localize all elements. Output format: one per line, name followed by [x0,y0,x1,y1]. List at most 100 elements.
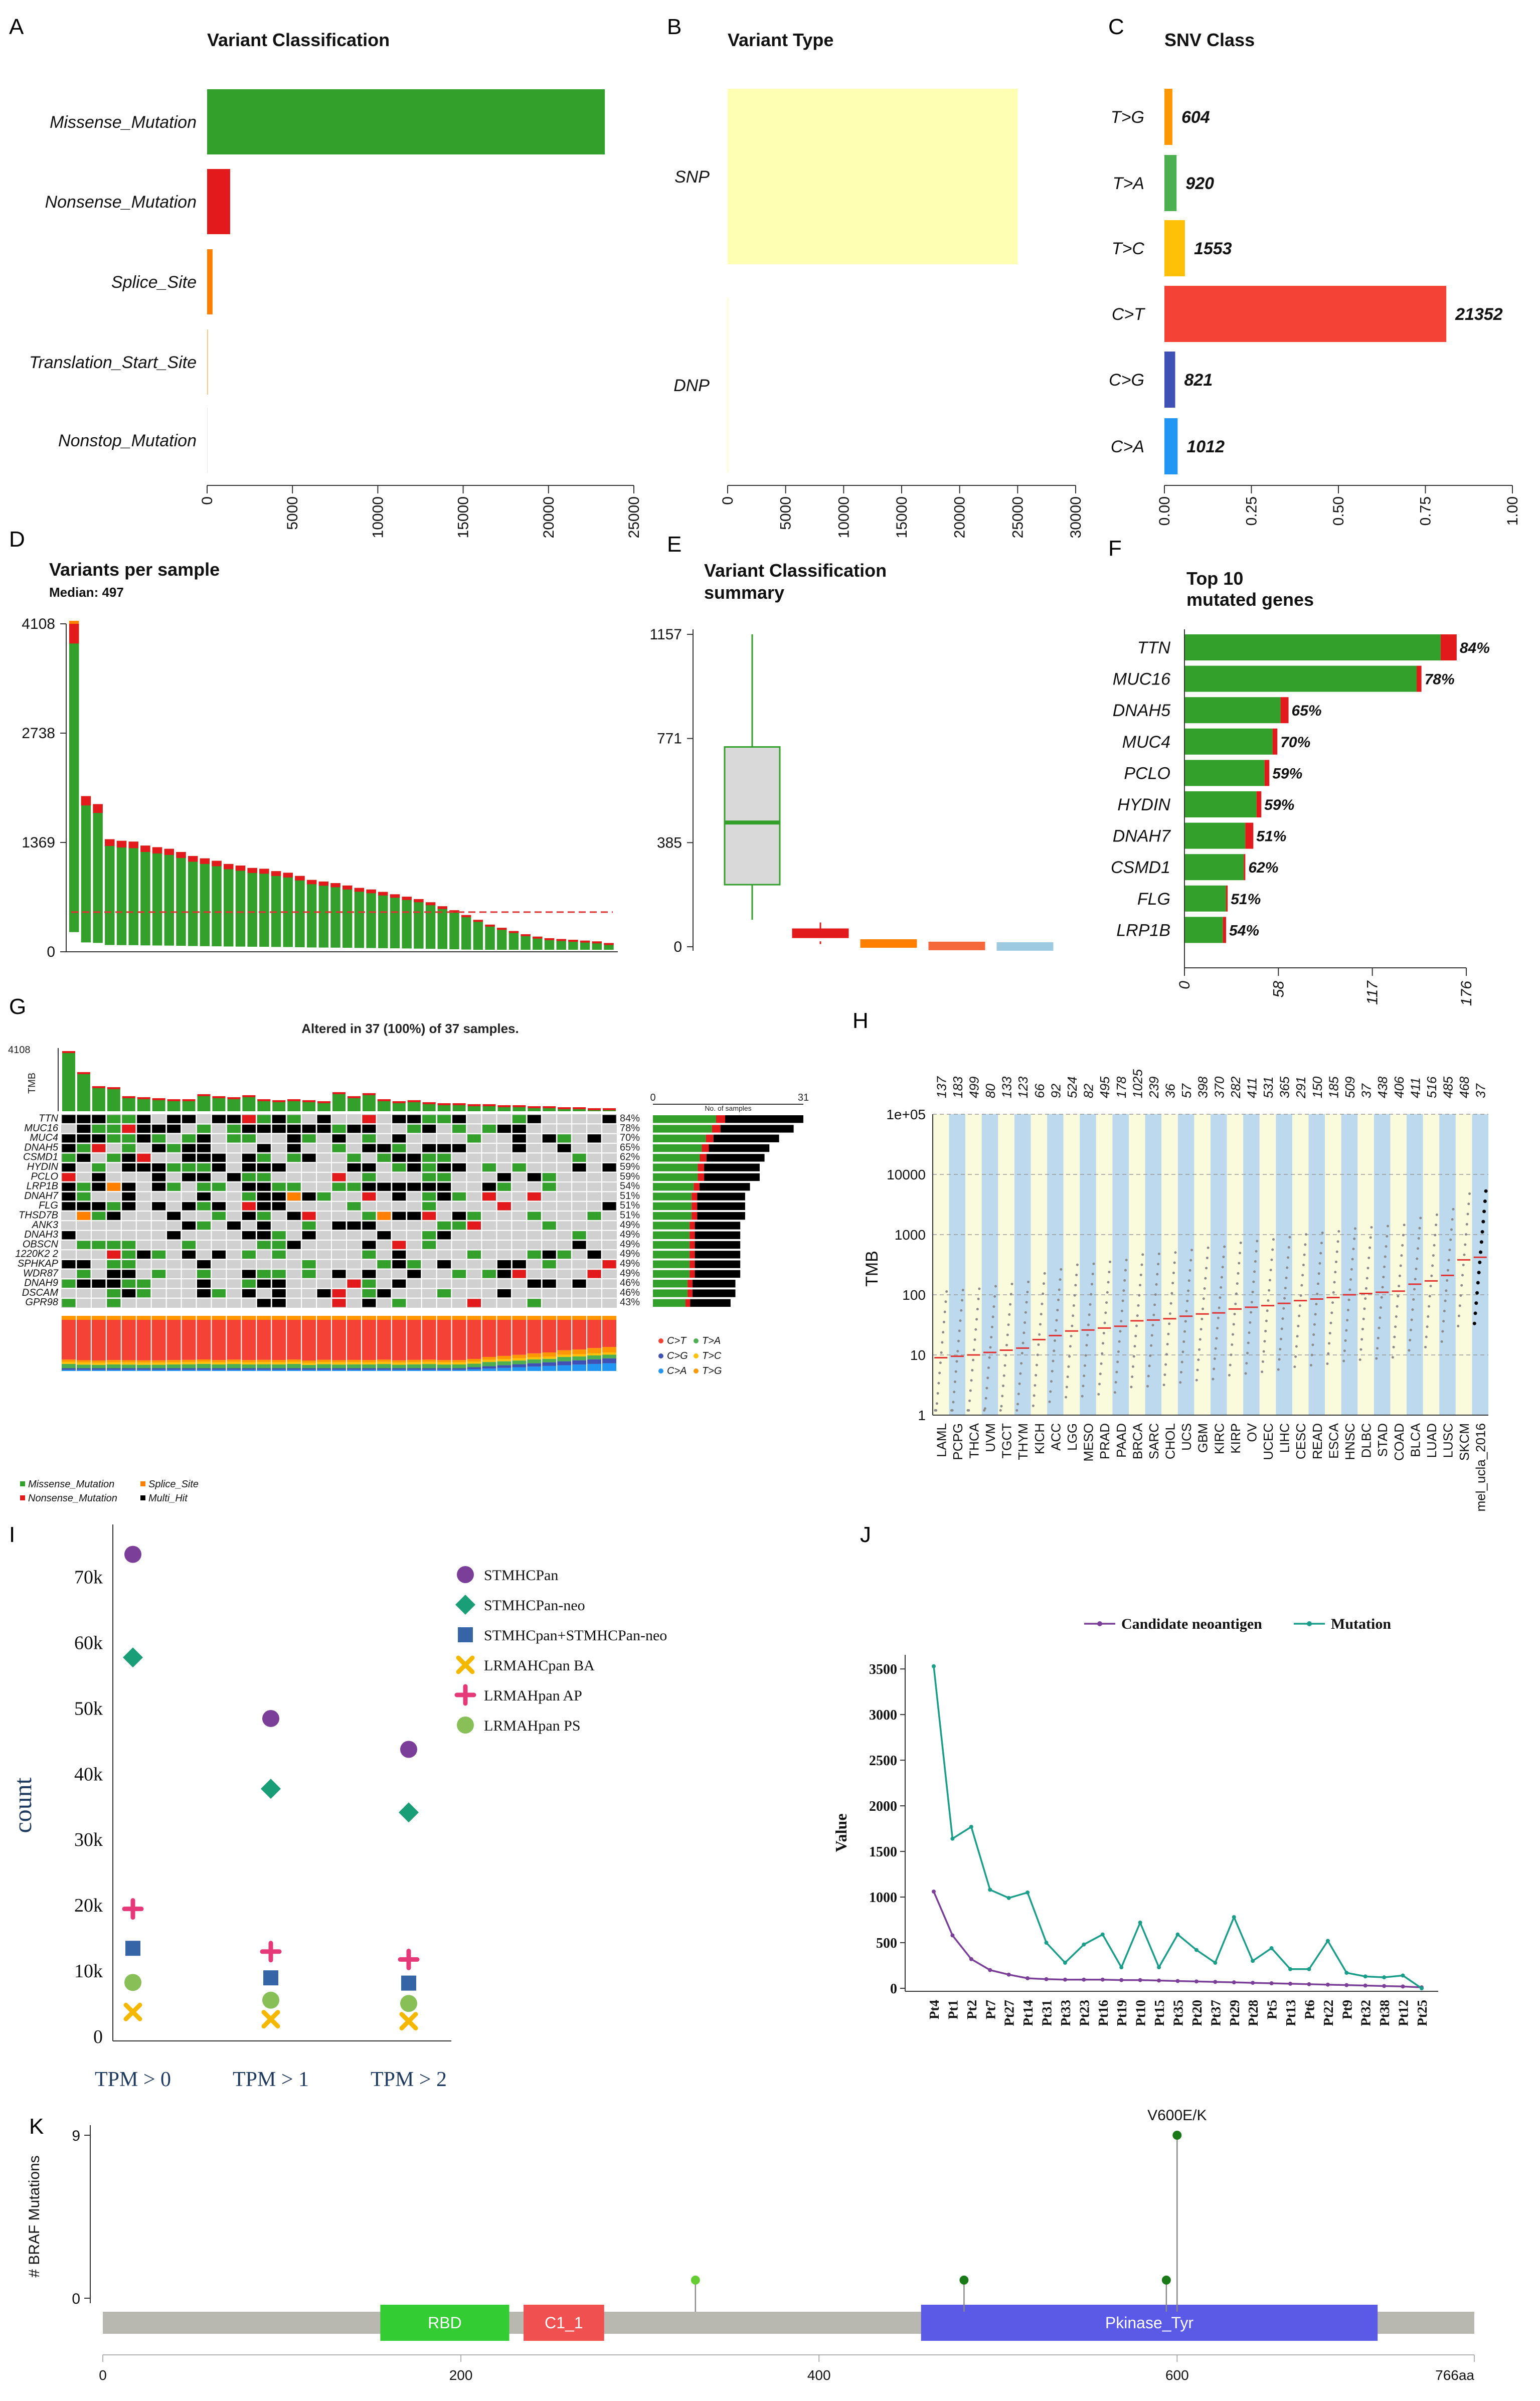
panel-h-point [1168,1322,1171,1325]
panel-g-cell [122,1202,136,1211]
panel-f-missense-bar [1184,854,1244,881]
panel-c-bar [1164,155,1177,211]
panel-h-y-label: TMB [863,1251,882,1287]
panel-d-missense-bar [176,851,186,946]
panel-h-point [1074,1284,1077,1287]
panel-g-cell [422,1153,436,1162]
panel-d-nonsense-bar [437,906,447,909]
panel-g-snv-seg [347,1369,361,1371]
panel-h-point [1349,1278,1352,1281]
panel-g-cell [62,1163,76,1172]
panel-k-domain-label: Pkinase_Tyr [1105,2314,1193,2332]
panel-g-snv-seg [62,1361,76,1364]
panel-j-point [1157,1965,1161,1970]
panel-g-pct-label: 78% [620,1123,640,1134]
panel-c-count-label: 604 [1181,108,1210,127]
panel-g-side-missense [653,1163,698,1171]
panel-h-point [1298,1314,1301,1317]
panel-h-point [1154,1293,1157,1296]
panel-h-point [1066,1376,1069,1379]
panel-g-gene-label: CSMD1 [23,1152,58,1163]
panel-g-cell [137,1153,151,1162]
panel-g-snv-seg [527,1353,542,1357]
panel-d-missense-bar [224,864,234,947]
panel-g-snv-seg [106,1362,121,1364]
panel-g-snv-top [407,1316,421,1320]
panel-g-cell [422,1231,436,1240]
panel-h-point [1038,1333,1041,1336]
panel-h-count-label: 123 [1015,1076,1031,1098]
panel-c-tick-label: 0.00 [1156,496,1173,526]
panel-g-tmb-nonsense [332,1092,346,1094]
panel-g-cell [587,1212,601,1220]
panel-h-count-label: 531 [1261,1077,1276,1098]
panel-c-count-label: 1012 [1186,437,1225,456]
panel-d-missense-bar [306,880,317,948]
panel-g-cell [107,1182,121,1191]
panel-g-side-missense [653,1144,702,1152]
panel-g-cell [212,1202,226,1211]
panel-g-gene-label: ANK3 [32,1220,58,1231]
panel-h-point [1300,1284,1303,1287]
panel-f-missense-bar [1184,822,1246,849]
panel-h-point [1364,1287,1367,1290]
panel-c-bar [1164,286,1447,342]
panel-k-domain [524,2305,604,2341]
panel-h-point [1379,1316,1382,1319]
panel-b-tick-label: 0 [720,496,736,505]
panel-h-point [972,1358,975,1361]
panel-g-snv-seg [437,1364,451,1368]
panel-g-tmb-nonsense [422,1102,436,1104]
panel-g-pct-label: 49% [620,1220,640,1231]
panel-g-cell [257,1212,271,1220]
panel-g-snv-seg [197,1369,211,1371]
panel-g-snv-legend-label: C>G [667,1350,688,1361]
panel-d-missense-bar [414,899,424,949]
panel-f-pct-label: 62% [1248,860,1278,876]
panel-g-snv-ctot [497,1316,511,1356]
panel-i-point [122,1898,144,1920]
panel-i-category-label: TPM > 1 [233,2068,309,2091]
panel-g-cell [122,1270,136,1278]
panel-g-tmb-bar [347,1096,361,1111]
panel-g-var-legend-swatch [20,1495,25,1500]
panel-h-point [975,1318,978,1321]
panel-g-snv-seg [242,1362,256,1364]
panel-g-cell [272,1192,286,1201]
panel-d-nonsense-bar [580,940,590,943]
panel-g-snv-seg [91,1360,106,1363]
panel-c-tick-label: 0.25 [1244,496,1260,526]
panel-g-snv-seg [347,1359,361,1362]
panel-h-stripe [1031,1114,1048,1415]
panel-h-point [1166,1343,1169,1346]
panel-d-missense-bar [318,881,329,948]
panel-j-legend-label: Mutation [1331,1616,1391,1632]
panel-g-snv-ctot [542,1316,557,1353]
panel-g-snv-top [332,1316,346,1320]
panel-h-stripe [933,1114,949,1415]
panel-h-point [1459,1294,1462,1297]
panel-h-point [1366,1267,1370,1270]
panel-g-snv-seg [242,1364,256,1368]
panel-g-snv-seg [62,1359,76,1362]
panel-i-point [262,1991,279,2009]
panel-g-pct-label: 49% [620,1249,640,1260]
panel-d-tick-label: 2738 [22,725,55,742]
panel-h-point [1035,1374,1038,1377]
panel-g-tmb-bar [242,1095,256,1111]
panel-f-pct-label: 84% [1460,640,1490,656]
panel-g-snv-seg [151,1368,166,1370]
panel-j-category-label: Pt6 [1302,2000,1317,2019]
panel-g-tmb-nonsense [287,1099,301,1101]
panel-g-snv-top [151,1316,166,1320]
panel-e-box [860,939,917,948]
panel-g-gene-label: WDR87 [23,1268,59,1279]
panel-g-cell [92,1173,106,1181]
panel-g-cell [437,1163,451,1172]
panel-j-category-label: Pt25 [1415,2000,1430,2026]
panel-g-snv-top [91,1316,106,1320]
panel-a-tick-label: 25000 [626,496,642,538]
panel-h-point [1090,1293,1093,1296]
panel-h-point [1004,1354,1007,1357]
panel-h-point [1479,1240,1483,1244]
